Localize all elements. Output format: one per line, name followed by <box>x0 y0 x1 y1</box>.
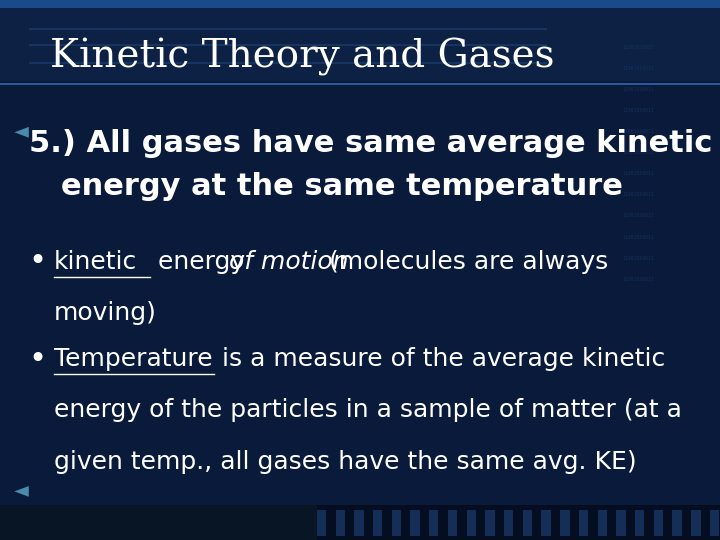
Bar <box>467 510 476 536</box>
Text: (molecules are always: (molecules are always <box>313 250 608 274</box>
Bar <box>560 510 570 536</box>
Bar <box>654 510 663 536</box>
Polygon shape <box>14 127 29 138</box>
Bar <box>616 510 626 536</box>
Bar <box>373 510 382 536</box>
Bar <box>410 510 420 536</box>
Text: 11001010011: 11001010011 <box>623 234 654 240</box>
Bar <box>0 505 317 540</box>
Bar <box>336 510 345 536</box>
Text: moving): moving) <box>54 301 157 325</box>
Text: •: • <box>29 247 47 276</box>
Bar <box>448 510 457 536</box>
Bar <box>579 510 588 536</box>
Text: 11001010011: 11001010011 <box>623 277 654 282</box>
Text: Kinetic Theory and Gases: Kinetic Theory and Gases <box>50 38 555 76</box>
Text: energy: energy <box>150 250 253 274</box>
Text: of motion: of motion <box>229 250 348 274</box>
Text: 11001010011: 11001010011 <box>623 66 654 71</box>
Bar <box>485 510 495 536</box>
Bar <box>635 510 644 536</box>
Text: 11001010011: 11001010011 <box>623 87 654 92</box>
Bar <box>672 510 682 536</box>
Bar <box>598 510 607 536</box>
Text: •: • <box>29 345 47 374</box>
Bar <box>392 510 401 536</box>
Bar <box>0 0 720 8</box>
Bar <box>354 510 364 536</box>
Text: energy of the particles in a sample of matter (at a: energy of the particles in a sample of m… <box>54 399 682 422</box>
Bar <box>0 0 720 81</box>
Text: 11001010011: 11001010011 <box>623 192 654 197</box>
Bar <box>429 510 438 536</box>
Bar <box>0 505 720 540</box>
Bar <box>504 510 513 536</box>
Bar <box>317 510 326 536</box>
Bar <box>29 44 547 46</box>
Text: 11001010011: 11001010011 <box>623 150 654 155</box>
Bar <box>541 510 551 536</box>
Bar <box>29 28 547 30</box>
Text: 11001010011: 11001010011 <box>623 213 654 219</box>
Bar <box>691 510 701 536</box>
Bar <box>523 510 532 536</box>
Text: kinetic: kinetic <box>54 250 138 274</box>
Text: 11001010011: 11001010011 <box>623 45 654 50</box>
Text: is a measure of the average kinetic: is a measure of the average kinetic <box>214 347 665 371</box>
Text: 11001010011: 11001010011 <box>623 129 654 134</box>
Polygon shape <box>14 486 29 497</box>
Bar <box>710 510 719 536</box>
Text: 5.) All gases have same average kinetic: 5.) All gases have same average kinetic <box>29 129 712 158</box>
Text: 11001010011: 11001010011 <box>623 256 654 261</box>
Bar <box>0 83 720 85</box>
Text: 11001010011: 11001010011 <box>623 171 654 176</box>
Text: 11001010011: 11001010011 <box>623 108 654 113</box>
Bar <box>29 62 547 64</box>
Text: Temperature: Temperature <box>54 347 212 371</box>
Text: energy at the same temperature: energy at the same temperature <box>61 172 623 201</box>
Text: given temp., all gases have the same avg. KE): given temp., all gases have the same avg… <box>54 450 636 474</box>
